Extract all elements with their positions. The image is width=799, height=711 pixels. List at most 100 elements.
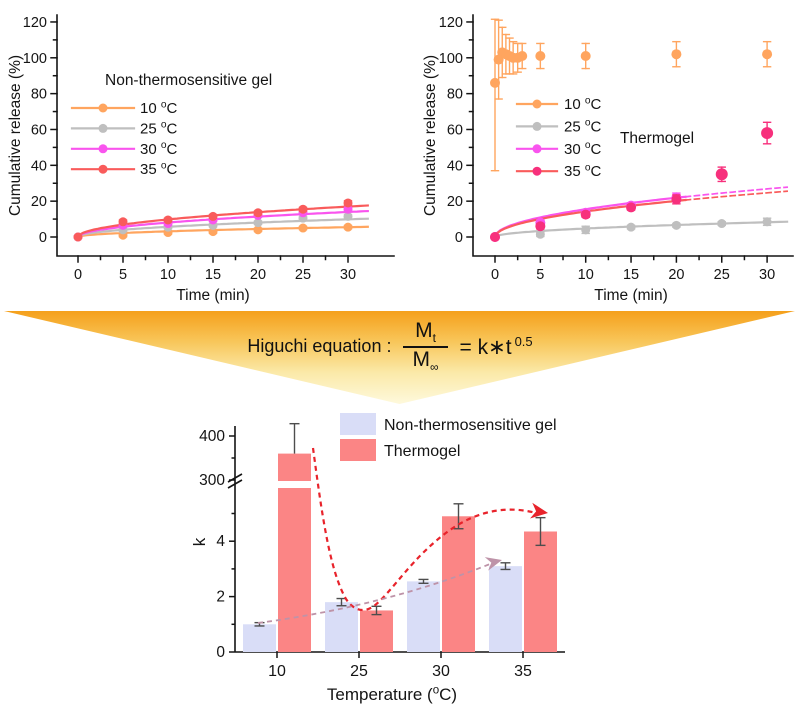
legend-label: 10 oC [564,95,602,113]
data-point [717,219,727,229]
y-tick-label: 40 [31,158,47,174]
y-axis-label: Cumulative release (%) [422,55,439,216]
nonthermo-release: 0 20 40 60 80 100 120 0 5 10 15 20 25 30 Time (min) Cum… [7,14,395,304]
x-axis-label: Time (min) [594,287,667,304]
y-tick-label: 120 [23,15,47,31]
x-tick-label: 0 [491,267,499,283]
y-tick-label: 300 [199,472,225,489]
y-tick-label: 0 [39,230,47,246]
y-tick-label: 4 [216,533,225,550]
thermogel-bar-upper [278,453,311,481]
data-point [581,225,591,235]
fit-line [493,195,687,238]
ticks [50,21,349,263]
x-tick-label: 20 [250,267,266,283]
legend-label: 30 oC [140,140,178,158]
inline-label: Thermogel [620,130,694,147]
data-point [298,223,308,233]
x-tick-label: 10 [268,663,286,680]
data-point [163,215,173,225]
legend-swatch-nonthermo [340,413,376,435]
data-point [343,211,353,221]
data-point [118,217,128,227]
data-point [671,220,681,230]
data-layer [73,198,369,242]
higuchi-formula: Higuchi equation : Mt M∞ = k∗t 0.5 [0,319,780,375]
legend-marker [532,99,542,109]
data-point [253,218,263,228]
x-tick-label: 15 [205,267,221,283]
legend-marker [98,123,108,133]
legend-label: Non-thermosensitive gel [384,417,557,434]
data-point [762,49,773,60]
thermogel-bar [360,610,393,652]
x-tick-label: 5 [119,267,127,283]
x-tick-label: 20 [668,267,684,283]
x-axis-label: Temperature (oC) [327,685,457,704]
data-point [517,51,528,62]
axis-break [227,473,243,489]
data-point [761,127,774,140]
data-point [343,198,353,208]
legend-label: 35 oC [564,163,602,181]
nonthermo-bar [243,624,276,652]
nonthermo-bar [407,581,440,652]
nonthermo-arrowhead [484,557,502,571]
data-point [73,232,83,242]
data-point [490,77,500,88]
x-tick-label: 25 [350,663,368,680]
y-tick-label: 60 [31,122,47,138]
data-point [715,168,728,181]
x-tick-label: 15 [623,267,639,283]
legend-label: 10 oC [140,99,178,117]
data-layer [490,18,789,242]
y-tick-label: 80 [447,87,463,103]
error-bar [500,562,511,571]
fit-line-extrapolated [684,186,789,198]
legend-label: 25 oC [140,120,178,138]
x-tick-label: 25 [295,267,311,283]
x-tick-label: 10 [578,267,594,283]
x-tick-label: 35 [514,663,532,680]
legend-label: 30 oC [564,140,602,158]
data-point [298,204,308,214]
x-axis-label: Time (min) [176,287,249,304]
nonthermo-bar [489,566,522,652]
legend-label: Thermogel [384,443,460,460]
data-point [535,51,546,62]
y-tick-label: 2 [216,589,225,606]
thermogel-release-chart: 0 20 40 60 80 100 120 0 5 10 15 20 25 30 Time (min) Cum… [422,14,794,304]
legend-marker [532,121,542,131]
data-point [490,232,500,242]
higuchi-k: 0 2 4 300 400 10 25 30 35 Temperature (oC) k Non-th… [190,413,565,704]
legend-marker [98,144,108,154]
nonthermo-trend-arrow [257,563,491,624]
legend-label: 35 oC [140,161,178,179]
y-tick-label: 20 [31,194,47,210]
legend-marker [532,144,542,154]
data-point [580,209,591,220]
x-tick-label: 25 [714,267,730,283]
fit-line-extrapolated [684,190,789,202]
y-tick-label: 400 [199,428,225,445]
y-tick-label: 80 [31,87,47,103]
y-tick-label: 40 [447,158,463,174]
data-point [580,51,591,62]
fraction-numerator: Mt [415,319,436,346]
legend-swatch-thermogel [340,439,376,461]
error-bar [490,18,500,172]
x-tick-label: 5 [536,267,544,283]
formula-label: Higuchi equation : [247,336,392,357]
axes [472,14,794,257]
y-axis-label: Cumulative release (%) [7,55,24,216]
legend-label: 25 oC [564,118,602,136]
data-point [535,229,545,239]
thermogel-bar-lower [278,488,311,652]
ticks [466,21,768,263]
axes [56,14,395,257]
error-bar [371,605,382,616]
x-tick-label: 10 [160,267,176,283]
thermogel-bar [442,516,475,652]
nonthermo-release-chart: 0 20 40 60 80 100 120 0 5 10 15 20 25 30 Time (min) Cum… [7,14,395,304]
error-bar [289,422,300,454]
